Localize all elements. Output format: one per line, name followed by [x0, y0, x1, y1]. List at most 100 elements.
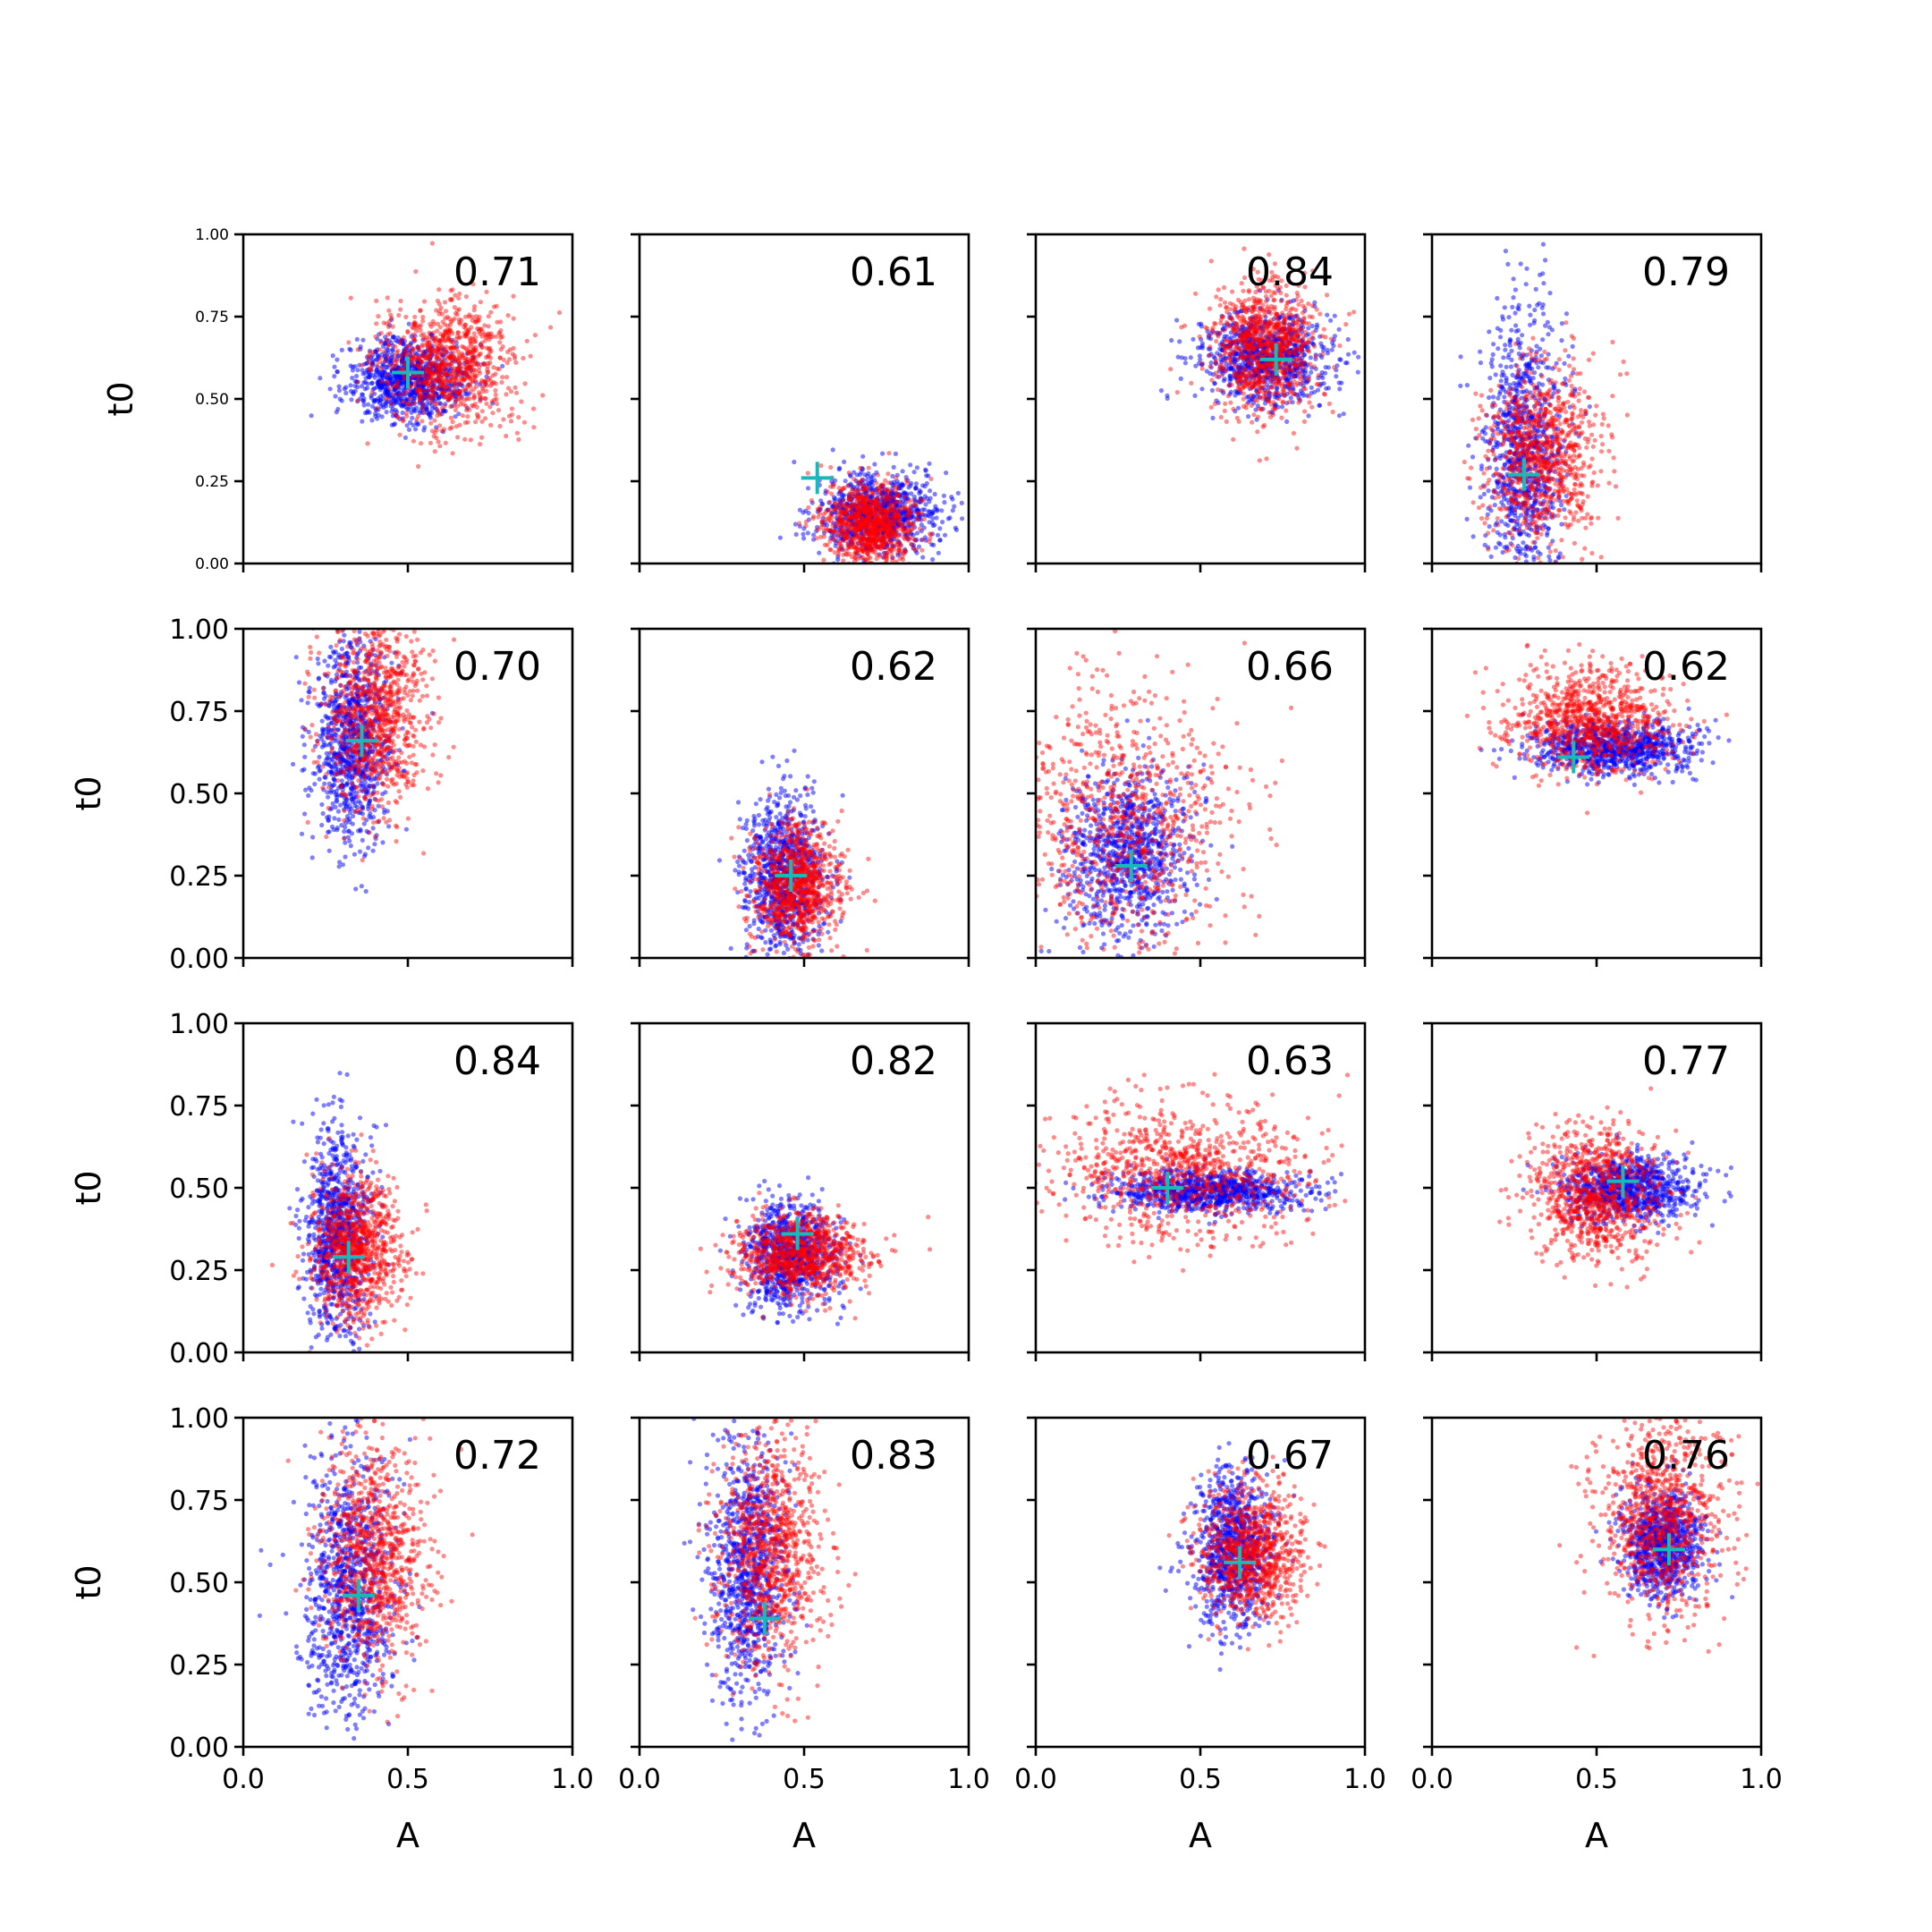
red-point — [852, 489, 858, 495]
red-point — [866, 465, 871, 470]
red-point — [864, 543, 869, 548]
red-point — [478, 398, 483, 404]
red-point — [462, 314, 469, 319]
red-point — [485, 367, 490, 372]
blue-point — [440, 346, 445, 352]
red-point — [460, 413, 466, 419]
blue-point — [1329, 347, 1335, 352]
blue-point — [878, 522, 884, 528]
red-point — [880, 513, 886, 518]
red-point — [394, 359, 400, 364]
blue-point — [953, 527, 959, 533]
red-point — [440, 391, 445, 396]
blue-point — [484, 374, 489, 379]
red-point — [1207, 306, 1213, 311]
red-point — [886, 534, 892, 539]
red-point — [858, 538, 864, 543]
red-point — [448, 404, 453, 410]
red-point — [841, 503, 846, 508]
red-point — [419, 380, 425, 386]
blue-point — [383, 335, 388, 340]
blue-point — [390, 343, 395, 349]
blue-point — [792, 459, 797, 465]
red-point — [855, 534, 860, 539]
red-point — [460, 343, 465, 349]
red-point — [850, 536, 855, 541]
red-point — [428, 349, 434, 354]
blue-point — [899, 510, 905, 516]
blue-point — [1341, 411, 1346, 417]
red-point — [1309, 303, 1315, 309]
red-point — [855, 496, 860, 501]
blue-point — [821, 522, 827, 528]
blue-point — [860, 537, 865, 542]
red-point — [857, 547, 862, 552]
blue-point — [389, 317, 394, 322]
red-point — [859, 555, 864, 561]
red-point — [434, 356, 439, 361]
blue-point — [860, 531, 866, 537]
red-point — [479, 395, 485, 401]
blue-point — [903, 533, 910, 538]
red-point — [424, 395, 429, 401]
red-point — [835, 523, 840, 529]
blue-point — [401, 386, 406, 392]
red-point — [456, 317, 462, 322]
red-point — [477, 314, 482, 319]
red-point — [457, 369, 462, 375]
red-point — [838, 515, 843, 521]
red-point — [411, 356, 417, 361]
red-point — [445, 327, 450, 333]
blue-point — [399, 357, 404, 362]
red-point — [875, 544, 880, 549]
blue-point — [1235, 405, 1241, 411]
red-point — [443, 329, 448, 335]
red-point — [898, 547, 903, 554]
red-point — [457, 360, 462, 366]
red-point — [896, 519, 902, 524]
red-point — [484, 345, 489, 351]
red-point — [869, 527, 874, 532]
blue-point — [911, 494, 917, 499]
red-point — [429, 371, 435, 377]
red-point — [426, 376, 432, 381]
blue-point — [863, 482, 869, 487]
red-point — [1287, 399, 1292, 405]
red-point — [444, 377, 449, 383]
red-point — [852, 514, 857, 521]
red-point — [851, 544, 857, 550]
red-point — [368, 350, 373, 355]
red-point — [862, 547, 869, 553]
red-point — [445, 332, 452, 337]
red-point — [443, 338, 448, 343]
red-point — [861, 496, 867, 502]
red-point — [456, 390, 462, 395]
red-point — [468, 382, 473, 387]
red-point — [494, 303, 499, 309]
red-point — [462, 331, 467, 336]
blue-point — [453, 369, 459, 376]
red-point — [866, 516, 871, 521]
red-point — [401, 399, 406, 404]
red-point — [877, 544, 882, 550]
red-point — [852, 530, 858, 536]
red-point — [428, 376, 434, 382]
blue-point — [912, 547, 918, 554]
red-point — [499, 379, 504, 386]
blue-point — [806, 517, 812, 522]
red-point — [434, 308, 439, 313]
blue-point — [365, 408, 370, 414]
red-point — [448, 319, 453, 325]
red-point — [431, 434, 436, 439]
red-point — [927, 538, 932, 545]
blue-point — [871, 499, 877, 505]
blue-point — [937, 526, 943, 531]
red-point — [488, 383, 494, 388]
red-point — [872, 526, 878, 531]
red-point — [445, 323, 451, 328]
red-point — [440, 381, 445, 386]
blue-point — [777, 535, 784, 540]
blue-point — [453, 340, 459, 345]
red-point — [873, 513, 878, 519]
blue-point — [449, 337, 454, 343]
